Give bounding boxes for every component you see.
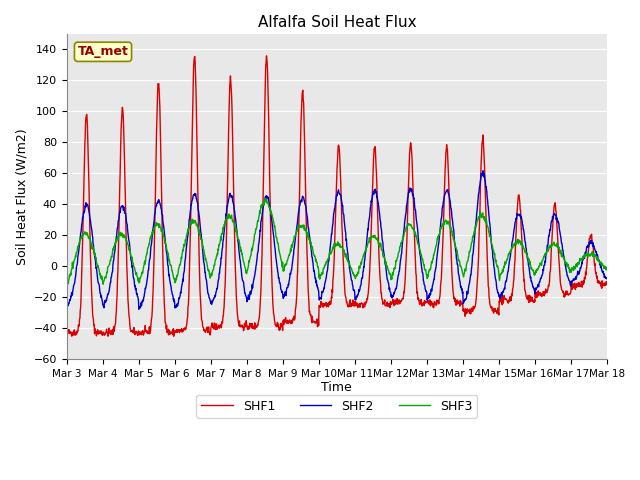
SHF3 [63, 284, 70, 290]
Text: TA_met: TA_met [77, 45, 129, 58]
SHF2 [244, 297, 252, 303]
SHF2 [170, 299, 178, 305]
SHF2 [492, 277, 500, 283]
Title: Alfalfa Soil Heat Flux: Alfalfa Soil Heat Flux [257, 15, 416, 30]
SHF1 [184, 316, 191, 322]
SHF3 [540, 256, 547, 262]
SHF3 [183, 231, 191, 237]
SHF2 [603, 276, 611, 282]
SHF3 [243, 268, 251, 274]
X-axis label: Time: Time [321, 382, 352, 395]
Line: SHF2: SHF2 [67, 171, 607, 309]
SHF1 [421, 298, 429, 304]
SHF1 [63, 329, 70, 335]
SHF1 [170, 330, 178, 336]
SHF2 [135, 306, 143, 312]
SHF1 [262, 53, 270, 59]
SHF3 [421, 267, 429, 273]
SHF1 [170, 334, 177, 339]
SHF1 [540, 289, 547, 295]
SHF2 [421, 283, 429, 289]
SHF2 [184, 237, 191, 242]
SHF1 [603, 280, 611, 286]
SHF2 [540, 268, 547, 274]
Legend: SHF1, SHF2, SHF3: SHF1, SHF2, SHF3 [196, 395, 477, 418]
SHF2 [63, 302, 70, 308]
SHF3 [603, 267, 611, 273]
SHF3 [492, 259, 499, 264]
SHF1 [492, 308, 500, 313]
Line: SHF3: SHF3 [67, 199, 607, 287]
SHF2 [479, 168, 487, 174]
SHF1 [244, 326, 252, 332]
Y-axis label: Soil Heat Flux (W/m2): Soil Heat Flux (W/m2) [15, 128, 28, 265]
SHF3 [262, 196, 269, 202]
SHF3 [170, 276, 177, 282]
Line: SHF1: SHF1 [67, 56, 607, 336]
